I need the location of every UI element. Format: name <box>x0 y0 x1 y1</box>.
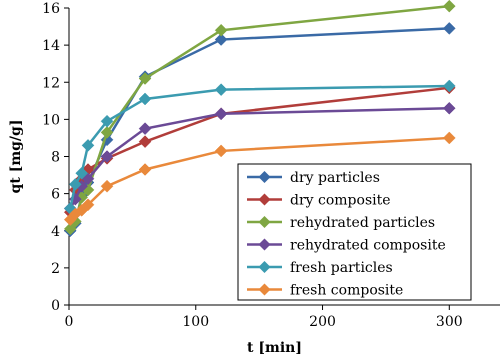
x-axis-label: t [min] <box>247 340 302 356</box>
data-point <box>442 79 456 93</box>
data-point <box>442 0 456 13</box>
x-ticks: 0 100 200 300 <box>65 305 463 330</box>
legend-label: rehydrated particles <box>290 215 435 231</box>
legend-marker <box>258 238 271 251</box>
legend-label: fresh composite <box>290 283 403 299</box>
data-point <box>214 83 228 97</box>
legend-marker <box>258 283 271 296</box>
y-tick-label: 14 <box>42 38 60 54</box>
data-point <box>214 144 228 158</box>
y-ticks: 0 2 4 6 8 10 12 14 16 <box>42 1 69 314</box>
data-point <box>100 126 114 139</box>
legend-label: dry particles <box>290 170 380 186</box>
data-point <box>81 198 95 212</box>
legend-item: dry composite <box>247 193 391 209</box>
data-point <box>100 114 114 128</box>
legend-label: rehydrated composite <box>290 238 446 254</box>
data-point <box>214 107 228 121</box>
legend-label: fresh particles <box>290 260 393 276</box>
series-rehydrated-composite <box>63 101 456 215</box>
data-point <box>68 177 82 191</box>
y-tick-label: 16 <box>42 1 60 17</box>
y-tick-label: 10 <box>42 112 60 128</box>
x-tick-label: 300 <box>436 314 463 330</box>
data-point <box>100 150 114 163</box>
data-point <box>442 101 456 115</box>
series-fresh-composite <box>63 131 456 226</box>
legend-label: dry composite <box>290 193 391 209</box>
data-point <box>214 33 228 46</box>
data-point <box>81 139 95 152</box>
legend-item: dry particles <box>247 170 380 186</box>
legend-box <box>237 163 472 301</box>
legend-item: rehydrated composite <box>247 238 446 254</box>
legend-marker <box>258 171 271 183</box>
legend-item: fresh particles <box>247 260 393 276</box>
y-tick-label: 0 <box>51 298 60 314</box>
y-tick-label: 12 <box>42 75 60 91</box>
data-point <box>63 222 77 236</box>
data-point <box>100 179 114 193</box>
series-fresh-particles <box>63 79 456 215</box>
legend-marker <box>258 193 271 206</box>
data-point <box>442 22 456 35</box>
data-point <box>138 135 152 149</box>
data-point <box>138 92 152 106</box>
legend-item: rehydrated particles <box>247 215 435 231</box>
y-axis-label: qt [mg/g] <box>8 120 24 194</box>
legend-marker <box>258 261 271 273</box>
data-point <box>138 72 152 85</box>
legend-marker <box>258 216 271 228</box>
data-point <box>138 122 152 136</box>
data-point <box>442 131 456 145</box>
x-tick-label: 100 <box>182 314 209 330</box>
y-tick-label: 2 <box>51 261 60 277</box>
legend-item: fresh composite <box>247 283 403 299</box>
data-point <box>138 163 152 176</box>
x-tick-label: 0 <box>65 314 74 330</box>
data-point <box>75 166 89 180</box>
y-tick-label: 4 <box>51 224 60 240</box>
y-tick-label: 6 <box>51 187 60 203</box>
data-point <box>100 133 114 147</box>
legend: dry particles dry composite rehydrated par… <box>237 163 472 301</box>
series-layer <box>63 0 456 238</box>
x-tick-label: 200 <box>309 314 336 330</box>
y-tick-label: 8 <box>51 150 60 166</box>
data-point <box>214 23 228 37</box>
